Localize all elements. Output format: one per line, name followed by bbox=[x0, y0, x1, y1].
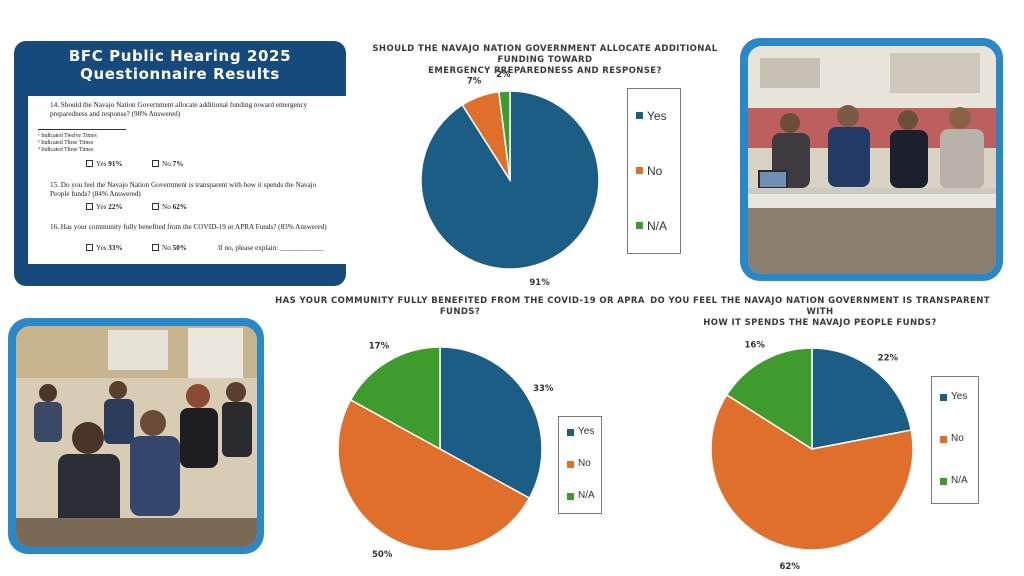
chart-2-data-label-na: 17% bbox=[369, 342, 390, 352]
chart-1-legend-label-no: No bbox=[647, 164, 663, 178]
chart-2-legend-label-yes: Yes bbox=[578, 426, 595, 437]
chart-2-title-line1: HAS YOUR COMMUNITY FULLY BENEFITED FROM … bbox=[275, 296, 645, 306]
chart-1-legend-label-yes: Yes bbox=[647, 109, 667, 124]
chart-2-slice-na bbox=[349, 346, 441, 451]
chart-1-pie: 91% 7% 2% bbox=[420, 70, 600, 288]
chart-2-title: HAS YOUR COMMUNITY FULLY BENEFITED FROM … bbox=[270, 296, 650, 318]
questionnaire-document: 14. Should the Navajo Nation Government … bbox=[28, 96, 346, 264]
chart-2-legend-swatch-no bbox=[567, 461, 574, 468]
hearing-panel-photo bbox=[748, 46, 996, 274]
chart-3-data-label-na: 16% bbox=[744, 341, 765, 351]
panel-title-line2: Questionnaire Results bbox=[80, 65, 280, 83]
chart-1-slice-na bbox=[498, 90, 511, 181]
chart-2-legend-label-no: No bbox=[578, 458, 591, 469]
chart-3-data-label-no: 62% bbox=[780, 562, 801, 572]
chart-3-legend: Yes No N/A bbox=[931, 376, 979, 504]
chart-1-data-label-yes: 91% bbox=[529, 278, 550, 288]
chart-2-pie: 33% 50% 17% bbox=[337, 342, 554, 560]
chart-3-pie: 22% 62% 16% bbox=[710, 341, 914, 572]
q15-no-answer: No 62% bbox=[152, 203, 187, 212]
chart-2-title-line2: FUNDS? bbox=[439, 307, 481, 317]
checkbox-icon bbox=[152, 244, 159, 251]
chart-2: HAS YOUR COMMUNITY FULLY BENEFITED FROM … bbox=[270, 292, 650, 574]
chart-1-legend: Yes No N/A bbox=[627, 88, 681, 254]
chart-1: SHOULD THE NAVAJO NATION GOVERNMENT ALLO… bbox=[350, 38, 740, 288]
chart-3-title-line2: HOW IT SPENDS THE NAVAJO PEOPLE FUNDS? bbox=[703, 318, 937, 328]
q16-no-answer: No 50% bbox=[152, 244, 187, 253]
chart-2-legend-label-na: N/A bbox=[578, 490, 595, 501]
chart-3-legend-label-yes: Yes bbox=[951, 391, 968, 402]
question-16: 16. Has your community fully benefited f… bbox=[50, 223, 327, 231]
chart-3-legend-swatch-yes bbox=[940, 394, 947, 401]
footnote-2: ² Indicated Three Times bbox=[38, 140, 94, 146]
chart-1-title-line2: EMERGENCY PREPAREDNESS AND RESPONSE? bbox=[428, 66, 662, 76]
chart-2-legend-swatch-na bbox=[567, 493, 574, 500]
chart-3-slice-na bbox=[725, 347, 813, 451]
audience-photo-frame bbox=[8, 318, 264, 554]
chart-2-slice-no bbox=[337, 398, 531, 552]
chart-1-data-label-no: 7% bbox=[467, 76, 482, 86]
chart-3-legend-label-na: N/A bbox=[951, 475, 968, 486]
question-15: 15. Do you feel the Navajo Nation Govern… bbox=[50, 181, 317, 198]
chart-2-data-label-yes: 33% bbox=[533, 384, 554, 394]
panel-title-line1: BFC Public Hearing 2025 bbox=[68, 47, 292, 65]
footnote-3: ³ Indicated Three Times bbox=[38, 147, 94, 153]
chart-1-legend-swatch-yes bbox=[636, 112, 643, 120]
chart-3-slice-yes bbox=[811, 347, 913, 450]
footnote-1: ¹ Indicated Twelve Times bbox=[38, 133, 97, 139]
footnote-divider bbox=[38, 129, 126, 130]
chart-3: DO YOU FEEL THE NAVAJO NATION GOVERNMENT… bbox=[650, 292, 1024, 574]
checkbox-icon bbox=[86, 160, 93, 167]
chart-2-data-label-no: 50% bbox=[372, 550, 393, 560]
chart-2-slice-yes bbox=[439, 346, 543, 500]
question-14: 14. Should the Navajo Nation Government … bbox=[50, 101, 308, 118]
checkbox-icon bbox=[86, 244, 93, 251]
q15-yes-answer: Yes 22% bbox=[86, 203, 123, 212]
chart-3-legend-swatch-no bbox=[940, 436, 947, 443]
panel-title: BFC Public Hearing 2025 Questionnaire Re… bbox=[14, 47, 346, 83]
q14-no-answer: No 7% bbox=[152, 160, 183, 169]
chart-3-title: DO YOU FEEL THE NAVAJO NATION GOVERNMENT… bbox=[650, 296, 990, 329]
chart-1-title-line1: SHOULD THE NAVAJO NATION GOVERNMENT ALLO… bbox=[372, 44, 718, 65]
q14-yes-answer: Yes 91% bbox=[86, 160, 123, 169]
chart-3-legend-swatch-na bbox=[940, 478, 947, 485]
chart-3-legend-label-no: No bbox=[951, 433, 964, 444]
chart-1-legend-label-na: N/A bbox=[647, 218, 668, 233]
chart-1-data-label-na: 2% bbox=[496, 70, 511, 80]
chart-2-legend-swatch-yes bbox=[567, 429, 574, 436]
checkbox-icon bbox=[152, 203, 159, 210]
chart-1-legend-swatch-no bbox=[636, 167, 643, 174]
chart-3-slice-no bbox=[710, 393, 914, 551]
chart-2-legend: Yes No N/A bbox=[558, 416, 602, 514]
q16-yes-answer: Yes 33% bbox=[86, 244, 123, 253]
hearing-photo-frame bbox=[740, 38, 1003, 281]
audience-photo bbox=[16, 326, 257, 547]
chart-3-data-label-yes: 22% bbox=[878, 353, 899, 363]
chart-3-title-line1: DO YOU FEEL THE NAVAJO NATION GOVERNMENT… bbox=[650, 296, 990, 317]
q16-explain: If no, please explain: ____________ bbox=[218, 244, 324, 252]
chart-1-legend-swatch-na bbox=[636, 221, 643, 229]
checkbox-icon bbox=[152, 160, 159, 167]
chart-1-title: SHOULD THE NAVAJO NATION GOVERNMENT ALLO… bbox=[350, 44, 740, 77]
checkbox-icon bbox=[86, 203, 93, 210]
